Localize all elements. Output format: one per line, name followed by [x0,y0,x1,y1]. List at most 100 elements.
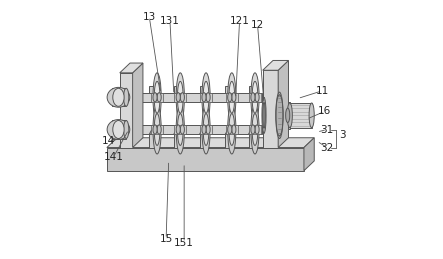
Polygon shape [133,93,262,102]
Polygon shape [200,125,212,134]
Ellipse shape [255,125,259,134]
Ellipse shape [124,88,129,106]
Ellipse shape [176,73,184,122]
Ellipse shape [252,81,258,113]
Text: 141: 141 [104,152,124,162]
Ellipse shape [309,103,314,128]
Polygon shape [112,120,126,139]
Polygon shape [149,86,157,93]
Polygon shape [225,93,238,102]
Polygon shape [200,130,210,134]
Ellipse shape [229,114,235,145]
Polygon shape [120,63,143,73]
Ellipse shape [232,93,236,102]
Polygon shape [249,86,256,93]
Ellipse shape [202,125,206,134]
Ellipse shape [232,125,236,134]
Polygon shape [304,138,314,171]
Polygon shape [288,102,290,129]
Ellipse shape [228,125,232,134]
Ellipse shape [180,93,184,102]
Ellipse shape [176,125,180,134]
Ellipse shape [107,120,130,139]
Polygon shape [249,125,261,134]
Polygon shape [200,134,207,148]
Ellipse shape [118,125,124,134]
Polygon shape [120,73,132,148]
Ellipse shape [255,93,259,102]
Polygon shape [200,86,207,93]
Text: 121: 121 [229,16,249,26]
Ellipse shape [203,81,209,113]
Polygon shape [149,130,159,134]
Polygon shape [174,93,187,102]
Ellipse shape [202,93,206,102]
Text: 11: 11 [315,86,329,96]
Ellipse shape [118,93,124,102]
Text: 131: 131 [160,16,180,26]
Polygon shape [225,130,235,134]
Ellipse shape [153,73,161,122]
Polygon shape [278,60,288,148]
Polygon shape [151,93,163,102]
Polygon shape [107,148,304,171]
Polygon shape [249,134,256,148]
Polygon shape [249,130,258,134]
Ellipse shape [228,73,236,122]
Ellipse shape [202,73,210,122]
Ellipse shape [251,73,259,122]
Ellipse shape [177,114,183,145]
Ellipse shape [229,81,235,113]
Ellipse shape [228,105,236,154]
Polygon shape [263,60,288,70]
Polygon shape [263,70,278,148]
Ellipse shape [107,87,130,107]
Polygon shape [174,125,187,134]
Ellipse shape [202,105,210,154]
Polygon shape [225,134,233,148]
Ellipse shape [206,125,210,134]
Polygon shape [107,138,314,148]
Text: 3: 3 [339,130,346,140]
Ellipse shape [262,97,266,133]
Ellipse shape [124,120,129,139]
Text: 15: 15 [159,234,173,244]
Text: 32: 32 [320,142,334,153]
Ellipse shape [252,114,258,145]
Text: 13: 13 [143,12,156,23]
Ellipse shape [203,114,209,145]
Ellipse shape [153,125,157,134]
Polygon shape [174,130,184,134]
Ellipse shape [180,125,184,134]
Ellipse shape [113,120,124,139]
Text: 151: 151 [174,238,194,248]
Polygon shape [290,103,312,128]
Polygon shape [174,134,182,148]
Polygon shape [225,125,238,134]
Polygon shape [149,134,157,148]
Ellipse shape [251,93,255,102]
Text: 31: 31 [320,125,334,134]
Text: 14: 14 [101,136,115,146]
Ellipse shape [263,103,265,128]
Text: 16: 16 [318,106,331,117]
Polygon shape [249,93,261,102]
Polygon shape [112,88,126,106]
Ellipse shape [153,93,157,102]
Ellipse shape [113,88,124,106]
Ellipse shape [286,108,290,123]
Ellipse shape [228,93,232,102]
Ellipse shape [251,125,255,134]
Ellipse shape [153,105,161,154]
Ellipse shape [176,93,180,102]
Ellipse shape [287,103,292,128]
Polygon shape [151,125,163,134]
Polygon shape [225,86,233,93]
Polygon shape [174,86,182,93]
Ellipse shape [157,93,161,102]
Polygon shape [132,63,143,148]
Ellipse shape [206,93,210,102]
Ellipse shape [157,125,161,134]
Ellipse shape [177,81,183,113]
Ellipse shape [276,92,283,139]
